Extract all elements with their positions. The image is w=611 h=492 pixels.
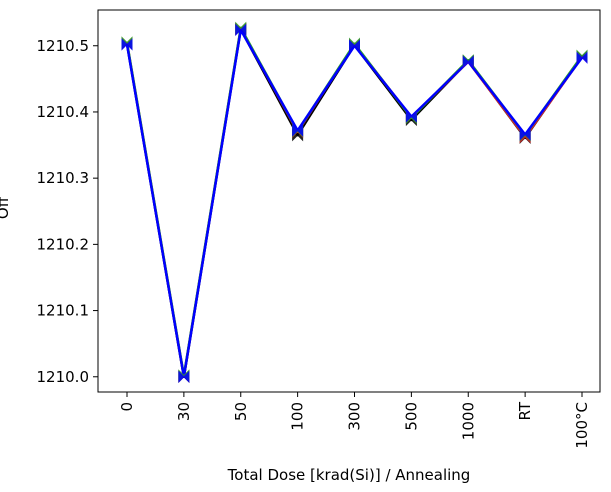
series-line [125,27,584,378]
y-tick-label: 1210.1 [37,302,90,320]
y-tick-label: 1210.4 [37,103,90,121]
x-tick-label: 100 [289,402,307,431]
series-line [125,28,584,379]
x-tick-label: 500 [402,402,420,431]
marker [292,124,304,137]
marker [405,110,417,123]
x-tick-label: RT [516,401,534,420]
marker [121,38,133,51]
series-line [125,27,584,379]
marker [178,370,190,383]
x-tick-label: 50 [232,402,250,421]
x-tick-label: 0 [118,402,136,412]
x-axis-label: Total Dose [krad(Si)] / Annealing [227,466,471,484]
y-tick-label: 1210.0 [37,368,90,386]
y-tick-label: 1210.3 [37,169,90,187]
x-tick-label: 30 [175,402,193,421]
marker [349,39,360,52]
series-line [125,26,584,377]
marker [519,128,531,141]
plot-frame [97,9,601,393]
marker [576,51,588,64]
x-tick-label: 100°C [573,402,591,449]
x-tick-label: 300 [346,402,364,431]
marker [462,55,474,68]
y-tick-label: 1210.2 [37,235,90,253]
x-tick-label: 1000 [459,402,477,440]
y-axis-label: Off [0,196,12,219]
y-tick-label: 1210.5 [37,37,90,55]
marker [235,23,247,37]
